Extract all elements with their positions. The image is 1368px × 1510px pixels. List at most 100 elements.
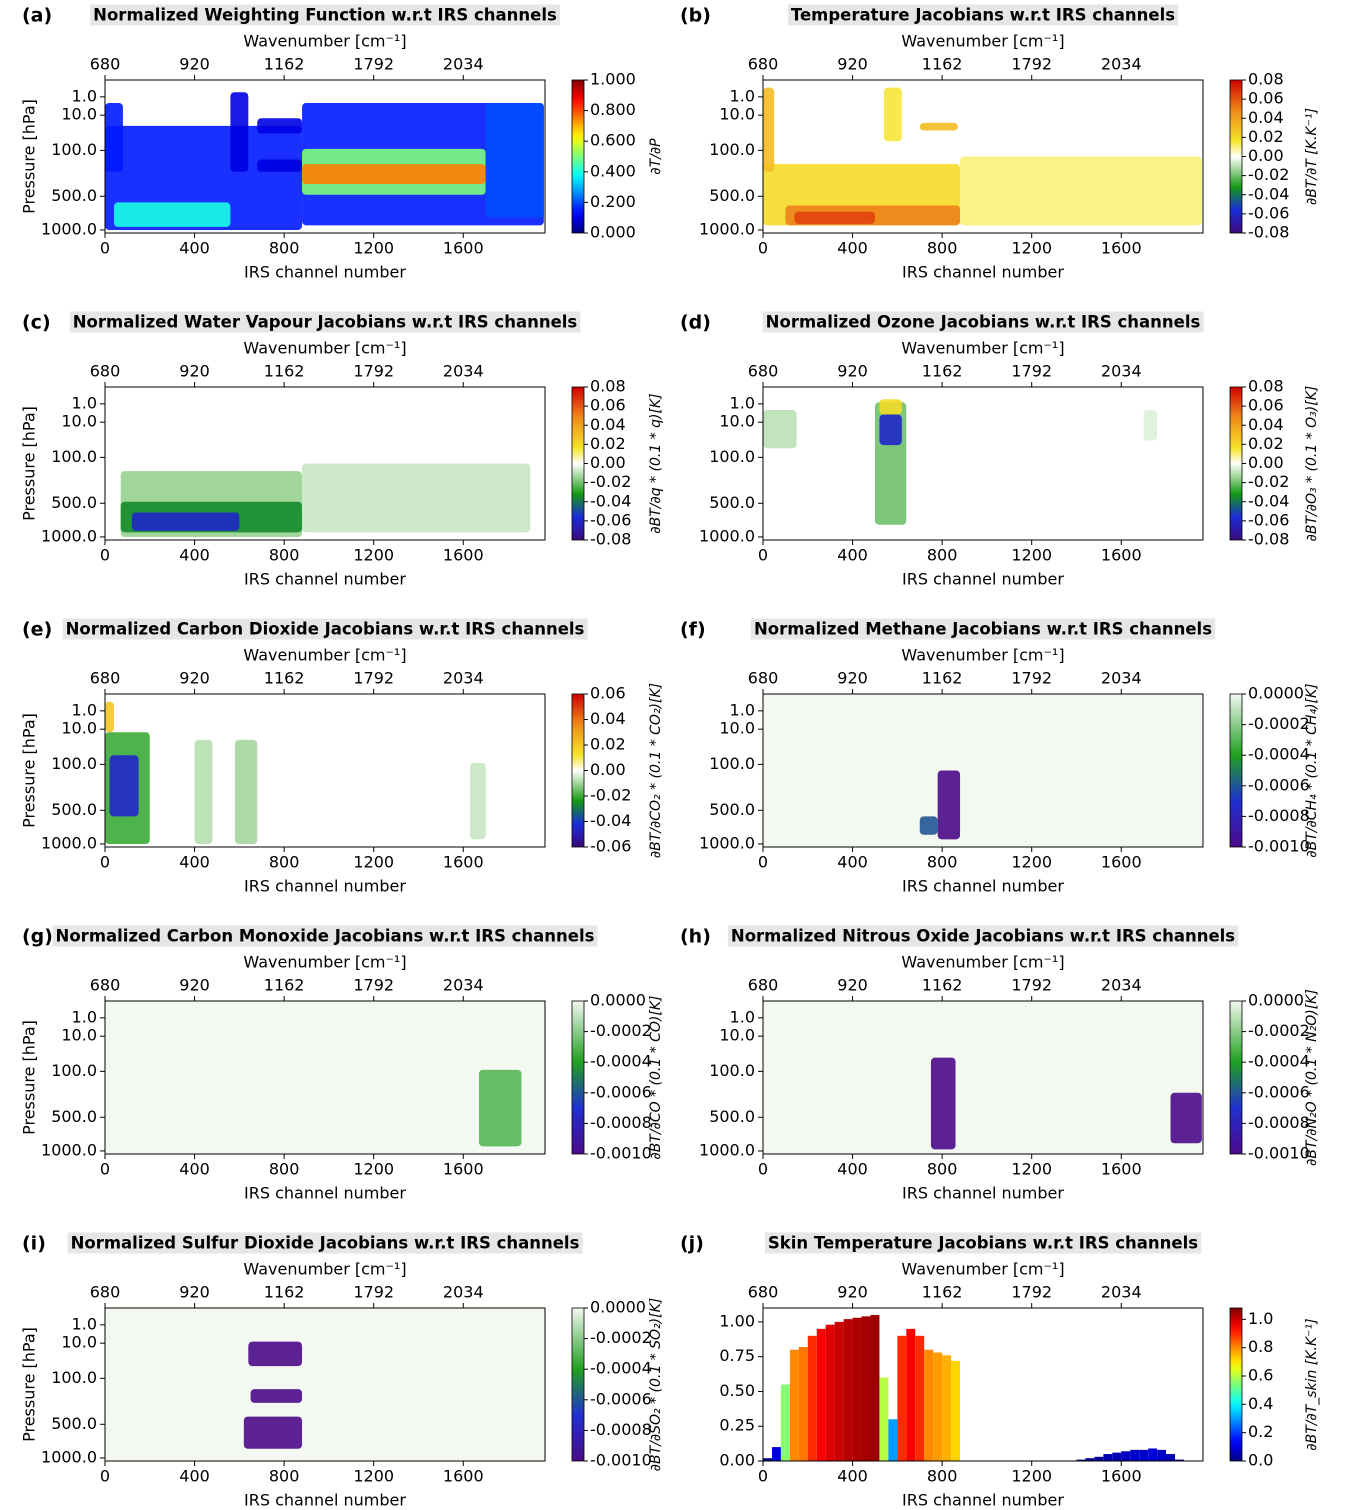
x2-tick-label: 680 <box>748 362 779 381</box>
x2-axis-label: Wavenumber [cm⁻¹] <box>243 646 406 665</box>
x-tick-label: 0 <box>758 1160 768 1179</box>
title-background <box>764 1232 1202 1254</box>
colorbar-tick-label: -0.04 <box>590 811 631 830</box>
x-tick-label: 0 <box>758 853 768 872</box>
colorbar-tick-label: 0.800 <box>590 100 636 119</box>
chart-title: Normalized Water Vapour Jacobians w.r.t … <box>73 313 578 332</box>
y-tick-label: 10.0 <box>719 105 755 124</box>
x-axis-label: IRS channel number <box>902 570 1064 589</box>
y-tick-label: 100.0 <box>51 754 97 773</box>
colorbar-tick-label: -0.0008 <box>590 1420 652 1439</box>
colorbar-tick-label: 0.2 <box>1248 1422 1273 1441</box>
colorbar-tick-label: 0.04 <box>1248 108 1284 127</box>
y-axis-label: Pressure [hPa] <box>20 1020 39 1135</box>
colorbar-tick-label: -0.06 <box>1248 203 1289 222</box>
x2-tick-label: 1162 <box>264 55 305 74</box>
x2-tick-label: 680 <box>90 1283 121 1302</box>
x-tick-label: 1600 <box>1101 853 1142 872</box>
x2-tick-label: 920 <box>179 1283 210 1302</box>
colorbar-label: ∂BT/∂O₃ * (0.1 * O₃)[K] <box>1304 386 1320 542</box>
bar <box>763 1458 772 1461</box>
colorbar-tick-label: 0.00 <box>590 453 626 472</box>
x-tick-label: 0 <box>100 1160 110 1179</box>
x-tick-label: 400 <box>837 239 868 258</box>
bar <box>870 1314 880 1461</box>
x2-tick-label: 680 <box>90 976 121 995</box>
y-tick-label: 500.0 <box>51 1414 97 1433</box>
x-tick-label: 0 <box>100 853 110 872</box>
x2-tick-label: 1162 <box>264 362 305 381</box>
x-tick-label: 1600 <box>443 1160 484 1179</box>
colorbar-tick-label: -0.0008 <box>1248 1113 1310 1132</box>
heatmap-cell <box>919 122 958 131</box>
x2-tick-label: 1162 <box>264 1283 305 1302</box>
colorbar-tick-label: -0.02 <box>590 786 631 805</box>
heatmap-cell <box>131 512 240 531</box>
heatmap-cell <box>257 118 303 134</box>
x-tick-label: 0 <box>758 546 768 565</box>
colorbar-tick-label: 0.8 <box>1248 1337 1273 1356</box>
heatmap-cell <box>113 202 231 227</box>
colorbar-tick-label: -0.0002 <box>590 1021 652 1040</box>
colorbar-tick-label: 0.04 <box>1248 415 1284 434</box>
bar <box>1157 1449 1167 1461</box>
x2-tick-label: 920 <box>837 669 868 688</box>
colorbar <box>1229 1000 1243 1155</box>
colorbar-tick-label: -0.0008 <box>1248 806 1310 825</box>
colorbar-label: ∂BT/∂N₂O * (0.1 * N₂O)[K] <box>1304 989 1320 1166</box>
colorbar-tick-label: -0.0004 <box>1248 1052 1310 1071</box>
title-background <box>762 311 1204 333</box>
x2-tick-label: 1792 <box>353 669 394 688</box>
y-tick-label: 100.0 <box>709 754 755 773</box>
bar <box>897 1335 907 1461</box>
colorbar-tick-label: 0.02 <box>590 434 626 453</box>
x2-tick-label: 920 <box>179 362 210 381</box>
x-axis-label: IRS channel number <box>902 1184 1064 1203</box>
bar <box>1094 1456 1104 1461</box>
colorbar-tick-label: 0.08 <box>1248 70 1284 89</box>
heatmap-cell <box>109 755 139 817</box>
x-axis-label: IRS channel number <box>244 1184 406 1203</box>
x2-tick-label: 680 <box>748 1283 779 1302</box>
colorbar-tick-label: -0.0010 <box>1248 1144 1310 1163</box>
bar <box>1166 1454 1176 1461</box>
chart-title: Temperature Jacobians w.r.t IRS channels <box>791 6 1175 25</box>
x2-tick-label: 1792 <box>1011 1283 1052 1302</box>
bar <box>789 1349 799 1461</box>
x2-tick-label: 920 <box>179 55 210 74</box>
y-tick-label: 500.0 <box>51 1107 97 1126</box>
colorbar-tick-label: -0.0002 <box>590 1328 652 1347</box>
x2-tick-label: 1162 <box>922 1283 963 1302</box>
colorbar-tick-label: 0.0000 <box>1248 991 1304 1010</box>
y-tick-label: 10.0 <box>61 105 97 124</box>
y-tick-label: 100.0 <box>51 447 97 466</box>
colorbar-tick-label: -0.06 <box>1248 510 1289 529</box>
x2-tick-label: 2034 <box>443 976 484 995</box>
x-tick-label: 1600 <box>1101 546 1142 565</box>
colorbar-label: ∂T/∂P <box>648 138 664 175</box>
x-tick-label: 800 <box>269 239 300 258</box>
colorbar <box>571 79 585 234</box>
y-axis-label: Pressure [hPa] <box>20 99 39 214</box>
x-axis-label: IRS channel number <box>244 1491 406 1510</box>
plot-background <box>105 1001 545 1154</box>
x-tick-label: 400 <box>837 853 868 872</box>
x2-axis-label: Wavenumber [cm⁻¹] <box>901 339 1064 358</box>
heatmap-cell <box>257 159 303 172</box>
x2-tick-label: 680 <box>90 669 121 688</box>
title-background <box>750 618 1216 640</box>
x2-tick-label: 1162 <box>922 55 963 74</box>
y-tick-label: 500.0 <box>709 1107 755 1126</box>
plot-frame <box>104 1307 546 1462</box>
y-tick-label: 500.0 <box>51 186 97 205</box>
colorbar-tick-label: -0.0006 <box>590 1082 652 1101</box>
colorbar-tick-label: -0.0002 <box>1248 714 1310 733</box>
x-axis-label: IRS channel number <box>244 877 406 896</box>
panel-label: (e) <box>22 619 52 641</box>
panel-label: (b) <box>680 5 711 27</box>
x-tick-label: 800 <box>927 239 958 258</box>
x2-tick-label: 1792 <box>353 1283 394 1302</box>
x-tick-label: 400 <box>179 853 210 872</box>
bar <box>879 1377 889 1461</box>
heatmap-cell <box>478 1069 522 1147</box>
